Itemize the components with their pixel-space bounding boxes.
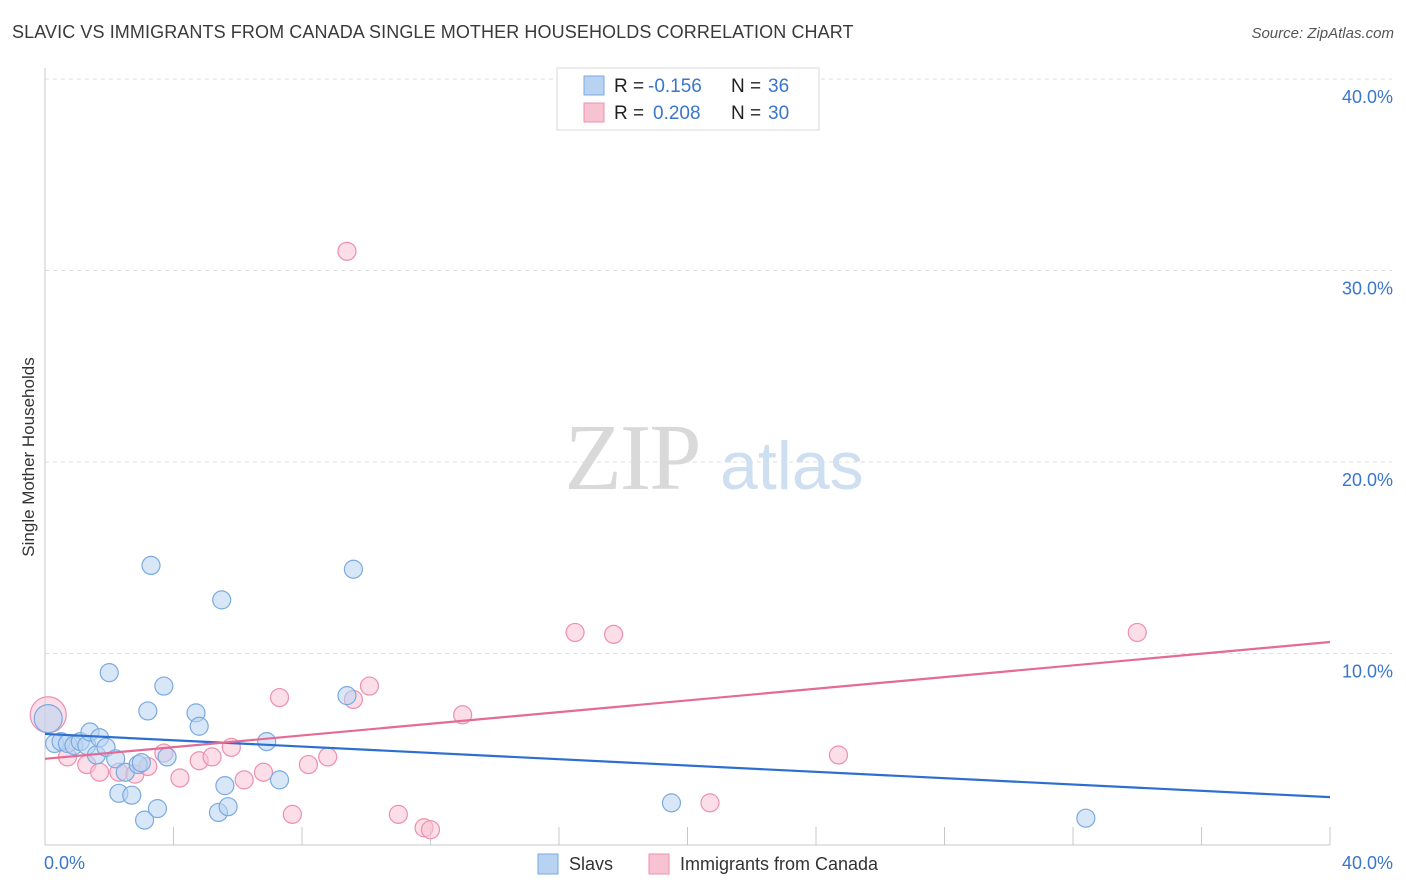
canada-point (388, 804, 408, 824)
gridlines (45, 78, 1392, 654)
slavs-point (147, 799, 168, 819)
canada-point (828, 745, 849, 765)
slavs-point (138, 701, 158, 721)
legend-canada-n-label: N = (731, 103, 761, 124)
watermark-atlas: atlas (720, 428, 864, 504)
slavs-point (157, 747, 177, 767)
legend-slavs-n-label: N = (731, 76, 761, 97)
slavs-point (343, 559, 363, 579)
canada-point (1127, 622, 1147, 643)
slavs-point (215, 776, 235, 796)
slavs-point (189, 716, 209, 736)
canada-point (565, 622, 585, 643)
watermark-zip: ZIP (565, 406, 700, 510)
canada-point (318, 747, 338, 767)
legend-slavs-r-label: R = (614, 76, 644, 97)
y-tick-label: 30.0% (1342, 279, 1393, 299)
canada-point (359, 676, 380, 696)
y-tick-labels: 10.0% 20.0% 30.0% 40.0% (1342, 87, 1393, 682)
canada-point (202, 747, 222, 767)
legend-slavs-r-value: -0.156 (648, 76, 702, 97)
series-legend-canada-label: Immigrants from Canada (680, 854, 879, 874)
slavs-point (106, 749, 126, 769)
canada-point (90, 762, 110, 782)
x-tick-label-min: 0.0% (44, 853, 85, 873)
y-axis-label: Single Mother Households (19, 357, 38, 556)
canada-trend-line (44, 640, 1331, 760)
slavs-point (33, 704, 63, 734)
series-canada-points (29, 241, 1147, 840)
source-label: Source: ZipAtlas.com (1251, 25, 1394, 42)
series-legend-slavs-swatch (537, 853, 559, 875)
x-tick-label-max: 40.0% (1342, 853, 1393, 873)
y-tick-label: 10.0% (1342, 662, 1393, 682)
legend-canada-r-label: R = (614, 103, 644, 124)
legend-slavs-swatch (583, 75, 605, 96)
y-tick-label: 40.0% (1342, 87, 1393, 107)
stats-legend: R = -0.156 N = 36 R = 0.208 N = 30 (556, 67, 820, 131)
slavs-point (218, 797, 238, 817)
slavs-point (141, 555, 161, 576)
canada-point (337, 241, 357, 261)
canada-point (298, 754, 319, 775)
slavs-point (122, 785, 142, 805)
slavs-point (661, 793, 682, 813)
series-legend: Slavs Immigrants from Canada (537, 853, 879, 875)
slavs-trend-line (44, 732, 1331, 799)
slavs-point (212, 590, 232, 610)
canada-point (604, 624, 624, 644)
slavs-point (154, 676, 174, 696)
series-slavs-points (33, 555, 1096, 830)
chart-title: SLAVIC VS IMMIGRANTS FROM CANADA SINGLE … (12, 22, 854, 42)
canada-point (234, 770, 254, 790)
canada-point (170, 768, 190, 788)
canada-point (453, 705, 473, 725)
slavs-point (269, 770, 290, 790)
legend-canada-swatch (583, 102, 605, 123)
canada-point (282, 804, 302, 824)
canada-point (420, 820, 441, 840)
slavs-point (257, 731, 277, 752)
legend-canada-n-value: 30 (768, 103, 789, 124)
series-legend-slavs-label: Slavs (569, 854, 613, 874)
canada-point (269, 687, 290, 708)
slavs-point (134, 810, 155, 830)
slavs-point (99, 663, 119, 683)
x-tick-labels: 0.0% 40.0% (44, 853, 1393, 873)
watermark: ZIP atlas (565, 406, 864, 510)
canada-point (253, 762, 274, 782)
trend-lines (44, 640, 1331, 799)
legend-slavs-n-value: 36 (768, 76, 789, 97)
slavs-point (337, 686, 357, 706)
legend-canada-r-value: 0.208 (653, 103, 701, 124)
y-tick-label: 20.0% (1342, 470, 1393, 490)
slavs-point (131, 753, 151, 773)
series-legend-canada-swatch (648, 853, 670, 875)
slavs-point (1076, 808, 1096, 828)
canada-point (700, 793, 720, 813)
